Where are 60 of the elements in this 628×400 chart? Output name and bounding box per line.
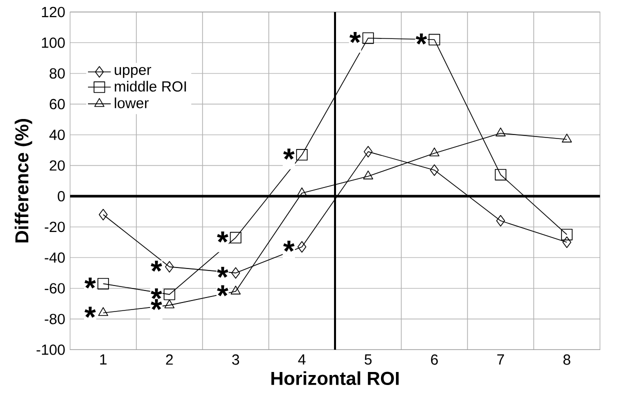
y-tick-label: 20 — [50, 160, 65, 171]
x-tick-label: 7 — [497, 354, 504, 364]
point — [231, 267, 240, 278]
point — [164, 299, 174, 308]
point — [363, 170, 374, 180]
point — [230, 232, 242, 244]
y-tick-label: -20 — [44, 222, 65, 232]
annotation: * — [283, 240, 295, 252]
y-tick-label: -40 — [44, 252, 65, 263]
legend-label: upper — [114, 66, 152, 78]
y-tick-label: 120 — [42, 6, 65, 18]
x-tick-label: 4 — [298, 354, 306, 364]
point — [496, 127, 506, 136]
legend-label: lower — [114, 97, 149, 108]
annotation: * — [84, 306, 96, 318]
annotation: * — [150, 298, 162, 310]
point — [296, 148, 308, 160]
point — [98, 208, 108, 220]
x-tick-label: 1 — [100, 354, 107, 364]
y-tick-label: 80 — [50, 68, 65, 78]
annotation: * — [150, 288, 162, 300]
annotation: * — [216, 266, 228, 278]
x-tick-label: 8 — [563, 354, 570, 365]
annotation: * — [216, 231, 228, 242]
point — [362, 32, 374, 44]
annotation: * — [283, 148, 295, 160]
y-axis-title: Difference (%) — [14, 118, 32, 242]
x-axis-title: Horizontal ROI — [271, 371, 399, 385]
y-tick-label: 40 — [49, 129, 65, 140]
point — [430, 164, 439, 176]
x-tick-label: 2 — [166, 354, 173, 364]
x-tick-label: 5 — [364, 354, 372, 364]
y-tick-label: -80 — [44, 314, 65, 324]
legend-label: middle ROI — [114, 80, 186, 92]
annotation: * — [416, 33, 428, 44]
y-tick-label: -60 — [44, 282, 65, 294]
y-tick-label: 60 — [50, 98, 65, 110]
point — [97, 278, 109, 290]
point — [230, 285, 241, 294]
annotation: * — [84, 277, 96, 288]
point — [429, 147, 440, 156]
y-tick-label: 100 — [42, 37, 65, 48]
point — [496, 214, 506, 226]
point — [165, 260, 174, 272]
x-tick-label: 6 — [431, 354, 438, 365]
annotation: * — [216, 285, 228, 296]
point — [298, 240, 306, 252]
y-tick-label: 0 — [58, 190, 65, 202]
annotation: * — [349, 32, 361, 43]
point — [98, 306, 108, 316]
x-tick-label: 3 — [232, 354, 240, 365]
point — [428, 34, 440, 46]
point — [364, 146, 373, 158]
point — [296, 187, 307, 196]
point — [561, 228, 573, 240]
point — [562, 133, 572, 142]
point — [164, 288, 176, 300]
point — [494, 168, 506, 180]
y-tick-label: -100 — [36, 344, 65, 355]
annotation: * — [150, 260, 162, 272]
